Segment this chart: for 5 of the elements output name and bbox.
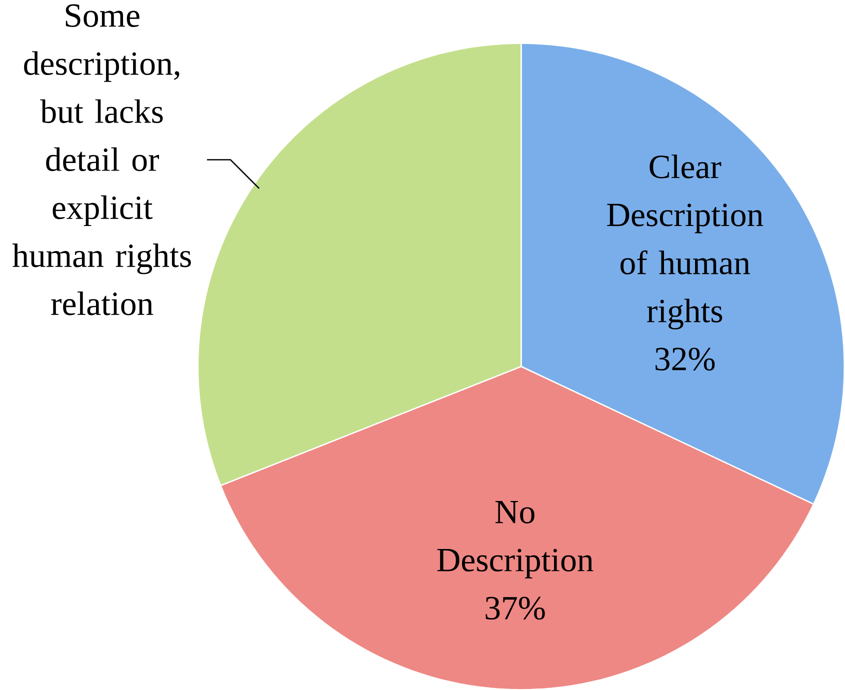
data-label: 32% [656,348,715,370]
slice-label: Some description, but lacks detail or explicit human rights relation [12,4,191,316]
slice-label: No Description [437,500,594,578]
slice-label: Clear Description of human rights [607,154,764,330]
data-label: 37% [486,596,545,620]
